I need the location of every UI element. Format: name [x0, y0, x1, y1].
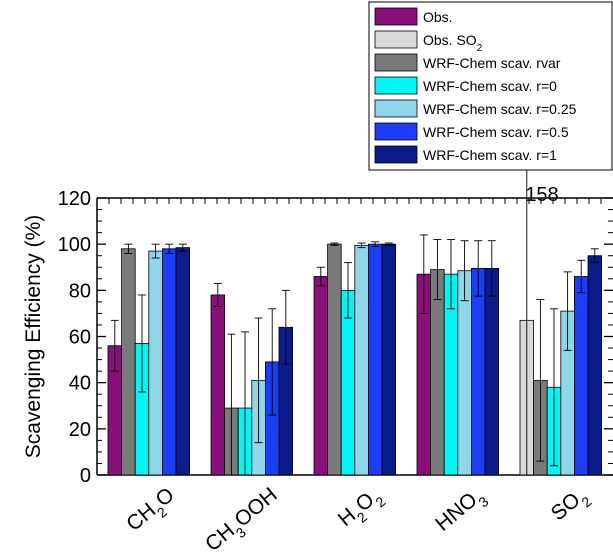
error-bar: [316, 266, 325, 287]
y-ticks: 0 20 40 60 80 100 120: [58, 188, 613, 487]
error-bar: [536, 299, 545, 462]
legend-swatch: [374, 99, 418, 118]
error-bar: [344, 262, 352, 319]
legend-swatch: [374, 122, 418, 141]
bar: [381, 243, 397, 476]
error-bar: [563, 271, 572, 351]
bar: [430, 269, 445, 476]
legend-swatch: [374, 145, 418, 164]
bar: [367, 243, 383, 476]
y-tick-label: 40: [69, 373, 91, 395]
x-category-label: HNO3: [431, 483, 492, 540]
legend-label: WRF-Chem scav. rvar: [423, 55, 561, 71]
bar: [484, 268, 500, 476]
error-bar: [227, 333, 236, 476]
error-bar: [138, 294, 146, 393]
error-bar: [577, 259, 586, 294]
error-bar: [474, 240, 483, 297]
error-bar: [330, 242, 339, 246]
axes: 0 20 40 60 80 100 120 Scavenging Efficiency (%): [22, 188, 613, 487]
y-tick-label: 120: [58, 188, 91, 210]
error-bar: [165, 243, 174, 254]
x-category-label: SO2: [547, 483, 595, 530]
bar: [470, 268, 486, 476]
error-bar: [522, 128, 531, 476]
bar: [313, 276, 329, 476]
error-bar: [487, 240, 496, 297]
error-bar: [447, 239, 455, 310]
bar: [457, 270, 472, 476]
legend-label: WRF-Chem scav. r=0.5: [423, 124, 569, 140]
error-bar: [590, 248, 599, 264]
y-axis-title: Scavenging Efficiency (%): [22, 215, 45, 459]
bar: [175, 247, 191, 476]
error-bar: [254, 317, 263, 444]
legend-label: WRF-Chem scav. r=0: [423, 78, 557, 94]
y-tick-label: 20: [69, 419, 91, 441]
x-category-label: CH2O: [122, 483, 182, 540]
x-category-label: CH3OOH: [201, 483, 286, 552]
error-bar: [460, 240, 469, 302]
bar: [148, 250, 163, 476]
legend-label: Obs. SO2: [423, 32, 483, 54]
bar: [327, 243, 342, 476]
bar: [574, 276, 589, 476]
bar: [210, 294, 226, 476]
error-bar: [281, 289, 290, 365]
error-bar: [241, 331, 249, 476]
error-bar: [384, 242, 393, 246]
error-bar: [213, 282, 222, 307]
error-bar: [151, 243, 160, 259]
error-bar: [419, 234, 428, 314]
legend-swatch: [374, 30, 418, 49]
bar: [121, 248, 136, 476]
y-tick-label: 100: [58, 234, 91, 256]
bar: [354, 244, 369, 476]
annotation-label: 158: [525, 184, 558, 206]
bars: CH2O CH3OOH H2O2 HNO3 SO2: [107, 128, 603, 552]
error-bar: [110, 319, 119, 372]
legend-label: Obs.: [423, 9, 453, 25]
legend-label: WRF-Chem scav. r=0.25: [423, 101, 577, 117]
error-bar: [178, 243, 187, 252]
legend-swatch: [374, 76, 418, 95]
y-tick-label: 60: [69, 327, 91, 349]
legend-swatch: [374, 7, 418, 26]
y-tick-label: 0: [80, 465, 91, 487]
bar: [587, 255, 603, 476]
error-bar: [357, 242, 366, 249]
error-bar: [550, 308, 558, 467]
legend-swatch: [374, 53, 418, 72]
x-category-label: H2O2: [334, 483, 389, 536]
legend-label: WRF-Chem scav. r=1: [423, 147, 557, 163]
y-tick-label: 80: [69, 280, 91, 302]
error-bar: [124, 243, 133, 254]
error-bar: [433, 239, 442, 301]
bar: [161, 248, 177, 476]
error-bar: [268, 308, 277, 416]
error-bar: [371, 241, 380, 247]
